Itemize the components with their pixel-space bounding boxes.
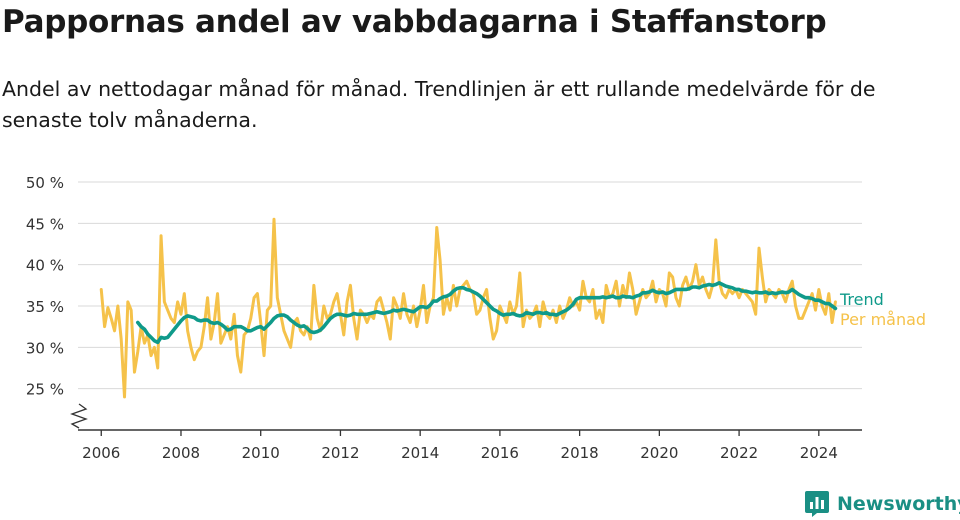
x-tick-label-2012: 2012 bbox=[321, 444, 359, 462]
y-tick-label-45: 45 % bbox=[26, 215, 64, 233]
bar-chart-logo-icon bbox=[805, 491, 829, 517]
y-tick-label-50: 50 % bbox=[26, 174, 64, 192]
chart-title: Pappornas andel av vabbdagarna i Staffan… bbox=[2, 4, 827, 40]
y-tick-label-40: 40 % bbox=[26, 257, 64, 275]
y-axis-tick-labels: 25 % 30 % 35 % 40 % 45 % 50 % bbox=[26, 174, 64, 399]
y-tick-label-35: 35 % bbox=[26, 298, 64, 316]
y-tick-label-25: 25 % bbox=[26, 381, 64, 399]
brand-name: Newsworthy bbox=[837, 493, 960, 515]
axis-break-icon bbox=[70, 403, 88, 429]
x-axis: 2006 2008 2010 2012 2014 2016 2018 2020 2022 2024 bbox=[70, 403, 862, 462]
x-tick-label-2010: 2010 bbox=[242, 444, 280, 462]
x-tick-label-2016: 2016 bbox=[481, 444, 519, 462]
series-line-trend bbox=[136, 281, 838, 345]
x-tick-label-2022: 2022 bbox=[720, 444, 758, 462]
y-tick-label-30: 30 % bbox=[26, 339, 64, 357]
legend-label-per-manad: Per månad bbox=[840, 310, 926, 329]
newsworthy-brand[interactable]: Newsworthy bbox=[804, 489, 960, 519]
chart-subtitle: Andel av nettodagar månad för månad. Tre… bbox=[2, 77, 876, 132]
line-chart: 25 % 30 % 35 % 40 % 45 % 50 % 2006 2008 2010 201… bbox=[26, 174, 926, 462]
x-tick-label-2020: 2020 bbox=[640, 444, 678, 462]
x-tick-label-2018: 2018 bbox=[561, 444, 599, 462]
series bbox=[99, 217, 838, 399]
x-tick-label-2008: 2008 bbox=[162, 444, 200, 462]
x-tick-label-2006: 2006 bbox=[82, 444, 120, 462]
series-line-per-manad bbox=[99, 217, 837, 399]
x-tick-label-2024: 2024 bbox=[800, 444, 838, 462]
x-tick-label-2014: 2014 bbox=[401, 444, 439, 462]
legend-label-trend: Trend bbox=[839, 290, 884, 309]
